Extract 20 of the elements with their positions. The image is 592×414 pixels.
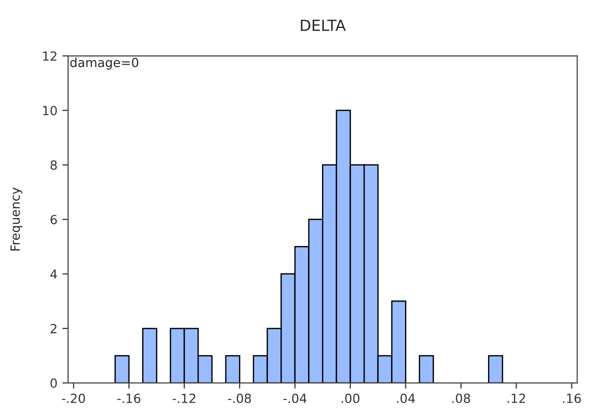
x-tick-label: -.16 [117, 394, 140, 404]
annotation: damage=0 [70, 58, 138, 70]
y-tick-label: 10 [43, 106, 57, 116]
y-tick-label: 0 [50, 378, 57, 388]
x-tick-label: .16 [563, 394, 581, 404]
y-tick-label: 4 [50, 270, 57, 279]
x-tick-label: .04 [397, 394, 415, 404]
y-tick-label: 8 [50, 160, 57, 170]
x-tick-label: .12 [508, 394, 526, 403]
y-tick-label: 2 [50, 324, 56, 334]
x-tick-label: -.12 [172, 394, 196, 403]
y-axis-title: Frequency [10, 188, 22, 250]
y-tick-label: 12 [43, 51, 56, 61]
x-tick-label: -.08 [228, 394, 251, 404]
x-tick-label: -.04 [283, 394, 306, 404]
x-tick-label: -.20 [62, 394, 85, 404]
chart-title: DELTA [300, 20, 346, 31]
x-tick-label: .08 [452, 394, 470, 404]
x-tick-label: .00 [342, 394, 360, 404]
y-tick-label: 6 [50, 214, 57, 224]
